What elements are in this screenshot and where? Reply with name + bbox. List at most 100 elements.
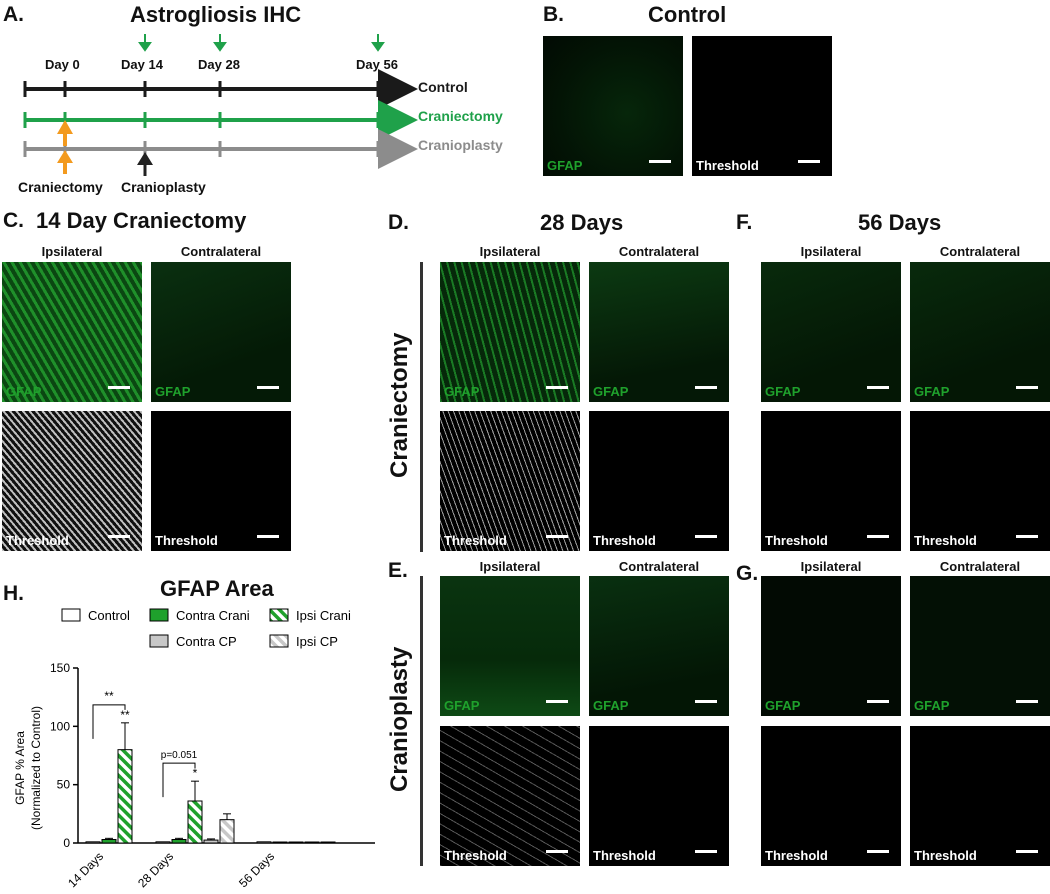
threshold-label: Threshold — [765, 848, 828, 863]
scale-bar — [867, 700, 889, 703]
ipsilateral-column-label: Ipsilateral — [800, 244, 862, 259]
panel-a-letter: A. — [3, 3, 24, 26]
threshold-label: Threshold — [155, 533, 218, 548]
scale-bar — [257, 535, 279, 538]
threshold-label: Threshold — [6, 533, 69, 548]
bar — [320, 841, 336, 844]
x-tick-label: 28 Days — [135, 849, 176, 890]
cranioplasty-event-label: Cranioplasty — [121, 179, 206, 195]
gfap-label: GFAP — [914, 698, 950, 713]
scale-bar — [695, 700, 717, 703]
bar — [304, 841, 320, 844]
threshold-label: Threshold — [593, 533, 656, 548]
cranioplasty-event-arrow — [137, 152, 153, 176]
gfap-label: GFAP — [444, 384, 480, 399]
g-cp-ipsi-gfap-image: GFAP — [761, 576, 901, 716]
legend-label: Contra CP — [176, 634, 237, 649]
f-crani-ipsi-gfap-image: GFAP — [761, 262, 901, 402]
panel-b-letter: B. — [543, 3, 564, 26]
threshold-label: Threshold — [765, 533, 828, 548]
scale-bar — [1016, 386, 1038, 389]
panel-g-letter: G. — [736, 562, 759, 585]
f-crani-contra-gfap-image: GFAP — [910, 262, 1050, 402]
scale-bar — [695, 386, 717, 389]
d-crani-ipsi-threshold-image: Threshold — [440, 411, 580, 551]
y-axis-label-line1: GFAP % Area — [13, 731, 27, 805]
ipsilateral-column-label: Ipsilateral — [41, 244, 103, 259]
craniectomy-group-bar — [420, 262, 423, 552]
chart-legend: Control Contra Crani Ipsi Crani Contra CP Ip… — [61, 608, 351, 649]
significance-bracket — [92, 704, 126, 739]
craniectomy-event-arrow — [57, 120, 73, 174]
bar — [85, 841, 101, 844]
y-tick-label: 150 — [50, 661, 70, 675]
gfap-label: GFAP — [914, 384, 950, 399]
significance-label: ** — [120, 708, 130, 722]
day-28-label: Day 28 — [198, 57, 240, 72]
chart-title: GFAP Area — [160, 576, 274, 601]
e-cp-ipsi-threshold-image: Threshold — [440, 726, 580, 866]
bar — [117, 749, 133, 844]
scale-bar — [798, 160, 820, 163]
gfap-label: GFAP — [547, 158, 583, 173]
bar — [219, 819, 235, 844]
panel-a-title: Astrogliosis IHC — [130, 2, 302, 27]
contralateral-column-label: Contralateral — [618, 244, 700, 259]
bar — [101, 839, 117, 844]
craniectomy-event-label: Craniectomy — [18, 179, 103, 195]
cranioplasty-group-bar — [420, 576, 423, 866]
legend-swatch — [269, 608, 289, 622]
contralateral-column-label: Contralateral — [939, 244, 1021, 259]
c-contra-threshold-image: Threshold — [151, 411, 291, 551]
day-56-label: Day 56 — [356, 57, 398, 72]
timeline-diagram — [23, 34, 418, 176]
y-tick-label: 50 — [57, 778, 71, 792]
threshold-label: Threshold — [914, 848, 977, 863]
panel-c-title: 14 Day Craniectomy — [36, 208, 247, 233]
significance-bracket-label: ** — [104, 689, 114, 703]
control-gfap-image: GFAP — [543, 36, 683, 176]
gfap-label: GFAP — [593, 698, 629, 713]
scale-bar — [108, 386, 130, 389]
bar — [272, 841, 288, 844]
contralateral-column-label: Contralateral — [618, 559, 700, 574]
contralateral-column-label: Contralateral — [939, 559, 1021, 574]
timepoint-arrow — [138, 34, 152, 52]
panel-f-letter: F. — [736, 211, 753, 234]
c-ipsi-threshold-image: Threshold — [2, 411, 142, 551]
panel-d-letter: D. — [388, 211, 409, 234]
scale-bar — [867, 386, 889, 389]
scale-bar — [1016, 535, 1038, 538]
g-cp-contra-threshold-image: Threshold — [910, 726, 1050, 866]
significance-bracket — [162, 762, 196, 798]
threshold-label: Threshold — [914, 533, 977, 548]
control-line-label: Control — [418, 79, 468, 95]
d-crani-contra-gfap-image: GFAP — [589, 262, 729, 402]
ipsilateral-column-label: Ipsilateral — [479, 244, 541, 259]
bar — [203, 839, 219, 844]
chart-plot: 0 50 100 150 14 Days 28 Days 56 Days ** ** p=0.05… — [50, 661, 375, 890]
gfap-label: GFAP — [593, 384, 629, 399]
legend-label: Control — [88, 608, 130, 623]
control-threshold-image: Threshold — [692, 36, 832, 176]
day-14-label: Day 14 — [121, 57, 163, 72]
g-cp-contra-gfap-image: GFAP — [910, 576, 1050, 716]
gfap-label: GFAP — [6, 384, 42, 399]
legend-label: Contra Crani — [176, 608, 250, 623]
legend-swatch — [269, 634, 289, 648]
e-cp-contra-threshold-image: Threshold — [589, 726, 729, 866]
scale-bar — [695, 535, 717, 538]
timepoint-arrow — [213, 34, 227, 52]
f-crani-ipsi-threshold-image: Threshold — [761, 411, 901, 551]
d-crani-contra-threshold-image: Threshold — [589, 411, 729, 551]
scale-bar — [649, 160, 671, 163]
scale-bar — [546, 535, 568, 538]
significance-label: * — [193, 766, 198, 780]
cranioplasty-row-label: Cranioplasty — [386, 646, 413, 792]
d-crani-ipsi-gfap-image: GFAP — [440, 262, 580, 402]
c-contra-gfap-image: GFAP — [151, 262, 291, 402]
bar — [288, 841, 304, 844]
ipsilateral-column-label: Ipsilateral — [800, 559, 862, 574]
gfap-label: GFAP — [155, 384, 191, 399]
threshold-label: Threshold — [696, 158, 759, 173]
